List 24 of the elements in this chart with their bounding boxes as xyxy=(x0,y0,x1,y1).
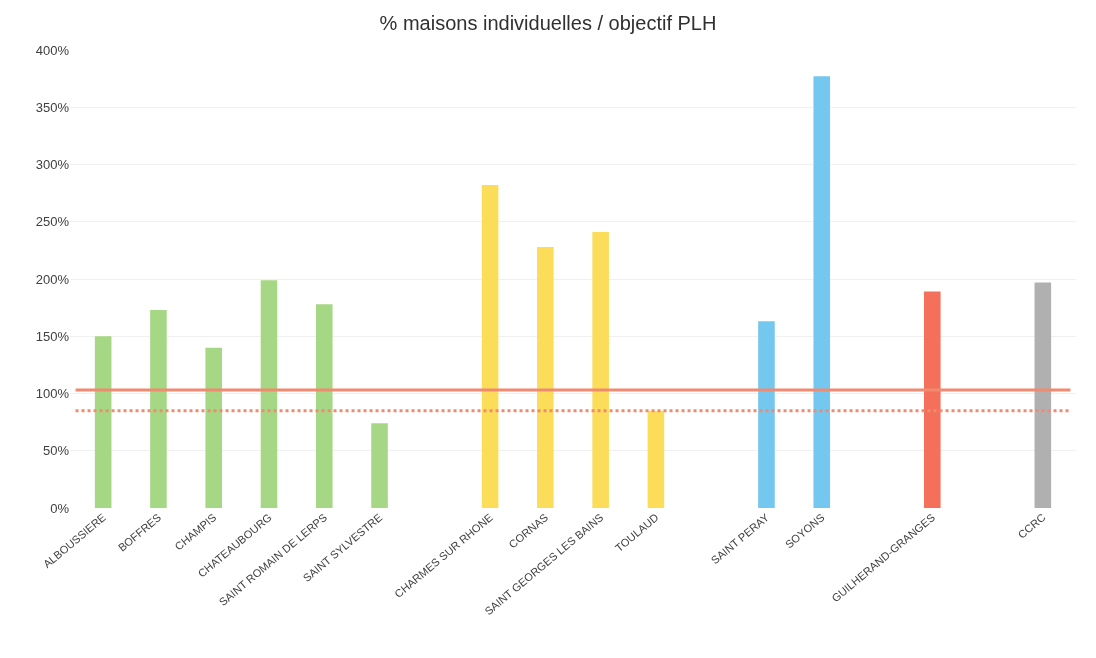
bar xyxy=(647,410,665,508)
y-tick-label: 150% xyxy=(35,328,70,344)
bar xyxy=(150,309,167,508)
bar xyxy=(592,232,609,508)
chart-title: % maisons individuelles / objectif PLH xyxy=(379,12,717,35)
y-tick-label: 250% xyxy=(35,214,70,230)
y-tick-label: 350% xyxy=(35,99,70,115)
bar xyxy=(260,280,278,508)
bar xyxy=(923,291,941,508)
y-tick-label: 200% xyxy=(35,271,70,287)
y-tick-label: 50% xyxy=(42,443,70,459)
bar xyxy=(205,347,223,508)
bar xyxy=(758,321,775,508)
y-tick-label: 100% xyxy=(35,386,70,402)
bar xyxy=(481,185,499,508)
bar xyxy=(371,423,388,508)
y-tick-label: 300% xyxy=(35,157,70,173)
y-tick-label: 0% xyxy=(50,500,70,516)
bar xyxy=(94,336,112,508)
bar xyxy=(813,76,831,508)
bar xyxy=(537,246,554,508)
bar xyxy=(1034,282,1052,508)
bar xyxy=(315,304,333,508)
y-tick-label: 400% xyxy=(35,42,70,58)
